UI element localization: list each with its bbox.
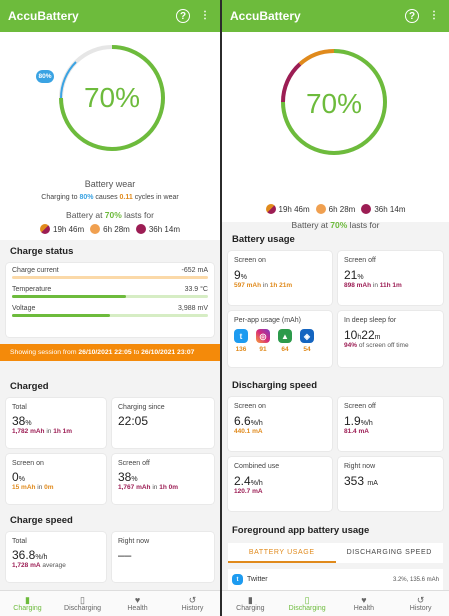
session-banner[interactable]: Showing session from 26/10/2021 22:05 to… [0, 344, 220, 361]
combined-use-card: Combined use 2.4%/h 120.7 mA [228, 457, 332, 511]
instagram-icon: ◎ [256, 329, 270, 343]
twitter-icon: t [232, 574, 243, 585]
app-title: AccuBattery [8, 9, 79, 23]
voltage-value: 3,988 mV [178, 305, 208, 312]
temperature-label: Temperature [12, 286, 52, 293]
dis-screen-off-card: Screen off 1.9%/h 81.4 mA [338, 397, 443, 451]
app-usage-value: 3.2%, 135.6 mAh [392, 576, 439, 583]
nav-charging[interactable]: ▮ Charging [236, 595, 265, 612]
discharging-icon: ▯ [304, 595, 310, 605]
app-title-right: AccuBattery [230, 9, 301, 23]
dis-screen-on-card: Screen on 6.6%/h 440.1 mA [228, 397, 332, 451]
discharging-screen: AccuBattery ? ⋮ 70% Battery at 70% lasts… [222, 0, 449, 616]
charge-ring [59, 45, 165, 151]
estimate-chips: 19h 46m 6h 28m 36h 14m [0, 224, 220, 234]
charge-status-card: Charge current -652 mA Temperature 33.9 °C… [6, 263, 214, 337]
nav-history[interactable]: ↺ History [181, 595, 204, 612]
battery-percent-right: 70% [305, 88, 363, 119]
discharge-ring [281, 49, 387, 155]
charging-screen: AccuBattery ? ⋮ 80% 70% Battery wear Cha… [0, 0, 220, 616]
screen-on-chip: 6h 28m [315, 204, 355, 214]
screen-off-chip: 36h 14m [361, 204, 405, 214]
bottom-nav: ▮ Charging ▯ Discharging ♥ Health ↺ History [0, 590, 220, 616]
nav-health[interactable]: ♥ Health [127, 595, 148, 612]
battery-wear-title: Battery wear [84, 179, 136, 189]
tab-battery-usage[interactable]: BATTERY USAGE [228, 543, 336, 563]
screen-off-icon [135, 224, 146, 234]
battery-percent: 70% [83, 82, 141, 113]
app-bar: AccuBattery ? ⋮ [0, 0, 220, 32]
mixed-use-icon [265, 204, 276, 214]
nav-discharging[interactable]: ▯ Discharging [64, 595, 101, 612]
dis-right-now-card: Right now 353 mA [338, 457, 443, 511]
charged-screen-on-card: Screen on 0% 15 mAh in 0m [6, 454, 106, 504]
nav-history[interactable]: ↺ History [409, 595, 432, 612]
foreground-usage-title: Foreground app battery usage [232, 525, 370, 536]
history-icon: ↺ [416, 595, 425, 605]
charge-current-label: Charge current [12, 267, 59, 274]
mixed-use-chip: 19h 46m [40, 224, 84, 234]
battery-lasts-text: Battery at 70% lasts for [66, 210, 154, 220]
charge-current-value: -652 mA [181, 267, 208, 274]
battery-wear-subtitle: Charging to 80% causes 0.11 cycles in we… [41, 194, 179, 201]
mixed-use-icon [40, 224, 51, 234]
charge-speed-title: Charge speed [10, 515, 73, 526]
charge-speed-now-card: Right now –– [112, 532, 214, 582]
history-icon: ↺ [188, 595, 197, 605]
app-name: Twitter [247, 576, 268, 583]
screen-off-chip: 36h 14m [135, 224, 180, 234]
charge-limit-badge[interactable]: 80% [36, 70, 54, 83]
mixed-use-chip: 19h 46m [265, 204, 310, 214]
screen-on-icon [90, 224, 101, 234]
charge-speed-total-card: Total 36.8%/h 1,728 mA average [6, 532, 106, 582]
battery-lasts-text-right: Battery at 70% lasts for [291, 220, 380, 230]
estimate-chips-right: 19h 46m 6h 28m 36h 14m [222, 204, 449, 214]
temperature-value: 33.9 °C [184, 286, 208, 293]
charging-icon: ▮ [25, 595, 30, 605]
twitter-icon: t [234, 329, 248, 343]
discharge-estimate-section: 70% Battery at 70% lasts for [222, 32, 449, 230]
tab-discharging-speed[interactable]: DISCHARGING SPEED [346, 549, 432, 556]
nav-health[interactable]: ♥ Health [353, 595, 374, 612]
help-icon[interactable]: ? [176, 9, 190, 23]
charged-total-card: Total 38% 1,782 mAh in 1h 1m [6, 398, 106, 448]
temperature-bar [12, 295, 208, 298]
screen-off-icon [361, 204, 372, 214]
android-app-icon: ▲ [278, 329, 292, 343]
health-icon: ♥ [361, 595, 367, 605]
discharging-speed-title: Discharging speed [232, 380, 317, 391]
screen-on-chip: 6h 28m [90, 224, 130, 234]
nav-discharging[interactable]: ▯ Discharging [288, 595, 326, 612]
usage-screen-off-card: Screen off 21% 898 mAh in 11h 1m [338, 251, 443, 305]
charged-screen-off-card: Screen off 38% 1,767 mAh in 1h 0m [112, 454, 214, 504]
list-item[interactable]: t Twitter 3.2%, 135.6 mAh [228, 569, 443, 590]
app-icon: ◈ [300, 329, 314, 343]
help-icon[interactable]: ? [405, 9, 419, 23]
battery-wear-section: 80% 70% Battery wear Charging to 80% cau… [0, 32, 220, 240]
voltage-bar [12, 314, 208, 317]
health-icon: ♥ [134, 595, 141, 605]
bottom-nav-right: ▮ Charging ▯ Discharging ♥ Health ↺ History [222, 590, 449, 616]
foreground-tabs: BATTERY USAGE DISCHARGING SPEED [228, 543, 443, 563]
per-app-usage-card[interactable]: Per-app usage (mAh) t 136 ◎ 91 ▲ 64 ◈ 54 [228, 311, 332, 367]
voltage-label: Voltage [12, 305, 36, 312]
charging-since-card: Charging since 22:05 [112, 398, 214, 448]
screen-on-icon [315, 204, 326, 214]
more-vert-icon[interactable]: ⋮ [429, 10, 439, 21]
battery-usage-title: Battery usage [232, 234, 295, 245]
more-vert-icon[interactable]: ⋮ [200, 10, 210, 21]
charge-status-title: Charge status [10, 246, 74, 257]
charging-icon: ▮ [247, 595, 253, 605]
deep-sleep-card: In deep sleep for 10h22m 94% of screen o… [338, 311, 443, 367]
charge-current-bar [12, 276, 208, 279]
discharging-icon: ▯ [80, 595, 85, 605]
charged-title: Charged [10, 381, 49, 392]
nav-charging[interactable]: ▮ Charging [13, 595, 42, 612]
app-bar-right: AccuBattery ? ⋮ [222, 0, 449, 32]
usage-screen-on-card: Screen on 9% 597 mAh in 1h 21m [228, 251, 332, 305]
